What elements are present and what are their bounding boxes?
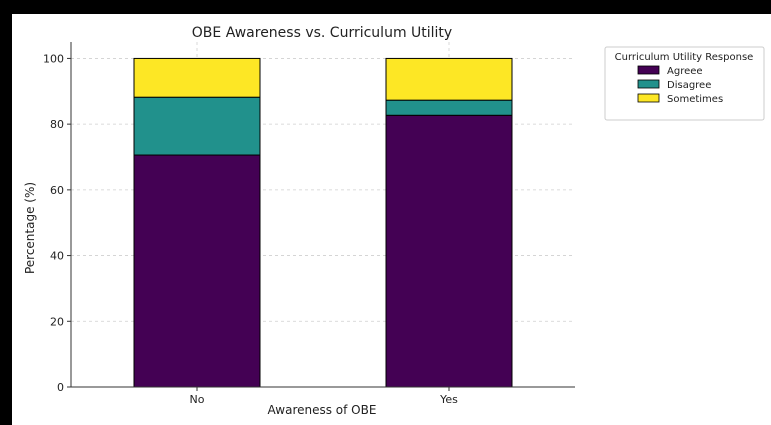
axes [67,42,575,391]
y-tick-label: 80 [50,118,64,131]
legend-items: Agreee Disagree Sometimes [637,65,723,105]
legend-swatch-agreee [637,65,660,75]
y-tick-label: 20 [50,315,64,328]
x-tick-label: Yes [439,393,458,406]
legend-label-sometimes: Sometimes [667,94,723,105]
bar-yes-disagree [385,99,513,116]
bar-no-disagree [133,96,261,156]
stacked-bar-chart: OBE Awareness vs. Curriculum Utility 0 20… [23,25,765,417]
tick-labels: 0 20 40 60 80 100 No Yes [43,52,458,406]
bar-yes-agreee [385,114,513,388]
y-tick-label: 40 [50,250,64,263]
bar-yes-sometimes [385,57,513,101]
legend-label-disagree: Disagree [667,80,711,91]
bars [133,57,513,388]
x-axis-label: Awareness of OBE [268,403,377,417]
legend-swatch-sometimes [637,93,660,103]
y-tick-label: 60 [50,184,64,197]
legend-label-agreee: Agreee [667,66,703,77]
y-tick-label: 100 [43,52,64,65]
chart-panel: OBE Awareness vs. Curriculum Utility 0 20… [12,14,771,425]
bar-no-sometimes [133,57,261,98]
y-tick-label: 0 [57,381,64,394]
x-tick-label: No [190,393,205,406]
y-axis-label: Percentage (%) [23,182,37,274]
legend-swatch-disagree [637,79,660,89]
bar-no-agreee [133,154,261,388]
legend-title: Curriculum Utility Response [615,52,754,63]
legend: Curriculum Utility Response Agreee Disagr… [604,46,765,121]
chart-title: OBE Awareness vs. Curriculum Utility [192,25,452,41]
